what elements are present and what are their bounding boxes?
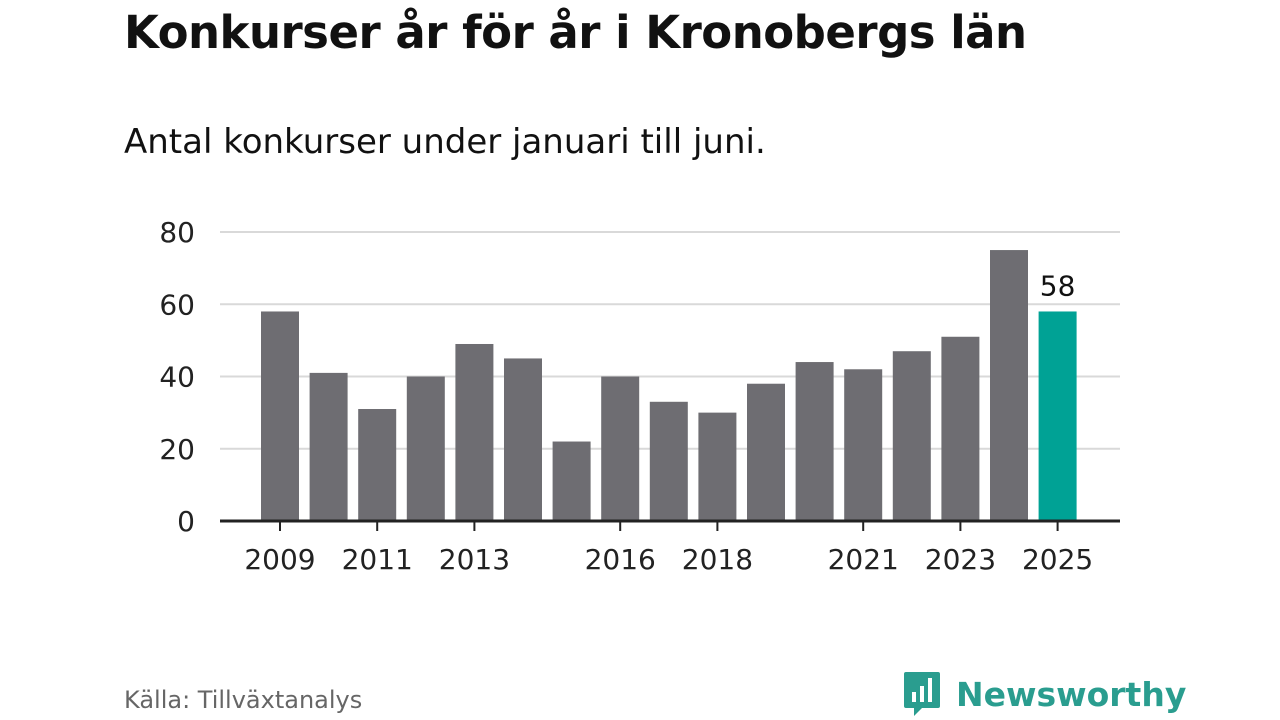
bar-chart: 0 20 40 60 80 58 2009 2011 2013 2016 2018 2021 2023 2… <box>159 216 1120 576</box>
source-note: Källa: Tillväxtanalys <box>124 686 363 714</box>
x-tick-label-2018: 2018 <box>682 543 753 576</box>
bar-2024 <box>990 250 1028 521</box>
y-tick-label: 0 <box>177 505 195 538</box>
x-tick-label-2025: 2025 <box>1022 543 1093 576</box>
newsworthy-logo-icon <box>904 672 940 716</box>
brand-logo: Newsworthy <box>902 670 1186 718</box>
bar-2012 <box>406 376 445 521</box>
x-tick-label-2011: 2011 <box>342 543 413 576</box>
bar-2013 <box>455 343 494 521</box>
brand-name: Newsworthy <box>956 674 1187 714</box>
y-tick-label: 40 <box>159 361 195 394</box>
x-tick-label-2021: 2021 <box>828 543 899 576</box>
bar-2025 <box>1038 311 1077 521</box>
bar-2014 <box>504 358 542 521</box>
bar-2022 <box>892 351 931 521</box>
y-tick-label: 20 <box>159 433 195 466</box>
x-tick-label-2009: 2009 <box>244 543 315 576</box>
bar-2010 <box>309 372 348 521</box>
y-tick-label: 80 <box>159 216 195 249</box>
bar-2015 <box>552 441 591 521</box>
bar-2020 <box>795 362 834 521</box>
data-label-2025: 58 <box>1040 269 1076 302</box>
bar-2018 <box>698 412 737 521</box>
chart-subtitle: Antal konkurser under januari till juni. <box>124 122 766 162</box>
bar-2016 <box>601 376 640 521</box>
x-tick-label-2023: 2023 <box>925 543 996 576</box>
bar-2017 <box>649 401 688 521</box>
bar-2019 <box>747 383 785 521</box>
y-tick-label: 60 <box>159 288 195 321</box>
x-tick-label-2013: 2013 <box>439 543 510 576</box>
bar-2023 <box>941 336 980 521</box>
bar-2011 <box>358 409 397 521</box>
chart-title: Konkurser år för år i Kronobergs län <box>124 6 1027 59</box>
bar-2009 <box>261 311 299 521</box>
bar-2021 <box>844 369 883 521</box>
x-tick-label-2016: 2016 <box>585 543 656 576</box>
